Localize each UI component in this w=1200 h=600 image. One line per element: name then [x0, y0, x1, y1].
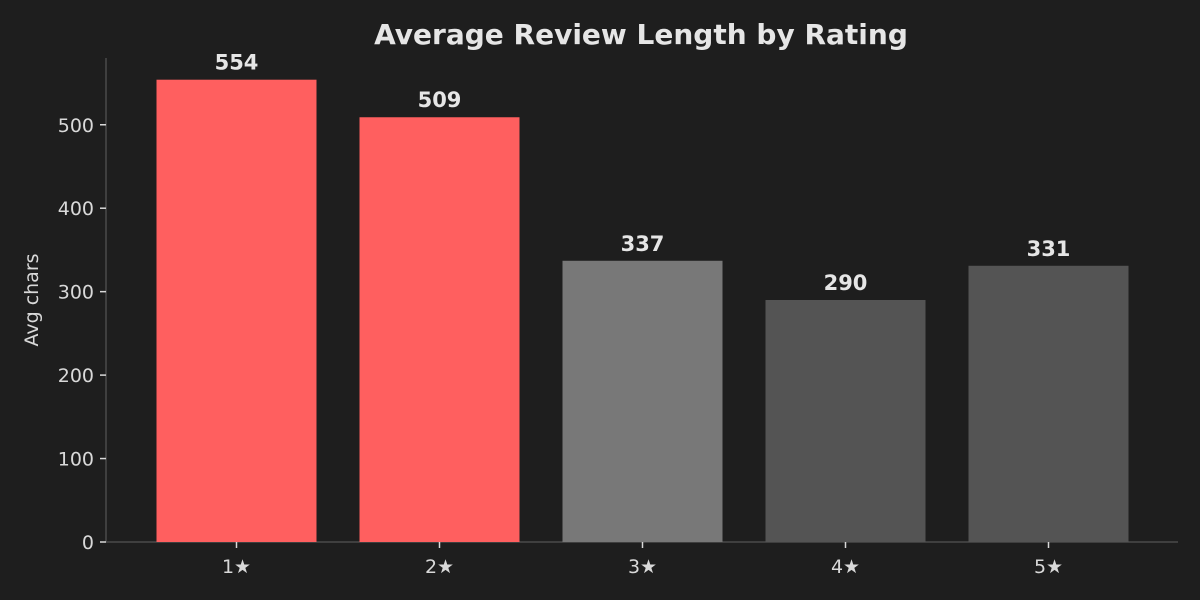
bar-5-star — [968, 265, 1129, 542]
y-tick-label: 500 — [58, 115, 94, 137]
y-axis-label: Avg chars — [21, 253, 43, 346]
y-tick-label: 300 — [58, 282, 94, 304]
bars — [156, 79, 1129, 543]
plot-area: 0 100 200 300 400 500 554 509 337 290 331 1★ 2★ 3★ 4… — [58, 51, 1178, 578]
bar-2-star — [359, 117, 520, 542]
x-tick-label: 1★ — [222, 556, 251, 578]
data-label: 337 — [621, 232, 665, 256]
data-label: 509 — [418, 88, 462, 112]
y-ticks: 0 100 200 300 400 500 — [58, 115, 106, 554]
bar-4-star — [765, 300, 926, 542]
y-tick-label: 0 — [82, 532, 94, 554]
chart-title: Average Review Length by Rating — [374, 18, 908, 51]
bar-1-star — [156, 79, 317, 543]
x-tick-label: 5★ — [1034, 556, 1063, 578]
bar-3-star — [562, 260, 723, 542]
data-label: 290 — [824, 271, 868, 295]
x-ticks: 1★ 2★ 3★ 4★ 5★ — [222, 542, 1063, 578]
y-tick-label: 100 — [58, 449, 94, 471]
data-label: 554 — [215, 51, 259, 75]
x-tick-label: 2★ — [425, 556, 454, 578]
x-tick-label: 3★ — [628, 556, 657, 578]
y-tick-label: 200 — [58, 365, 94, 387]
data-labels: 554 509 337 290 331 — [215, 51, 1071, 295]
y-tick-label: 400 — [58, 198, 94, 220]
data-label: 331 — [1027, 237, 1071, 261]
x-tick-label: 4★ — [831, 556, 860, 578]
